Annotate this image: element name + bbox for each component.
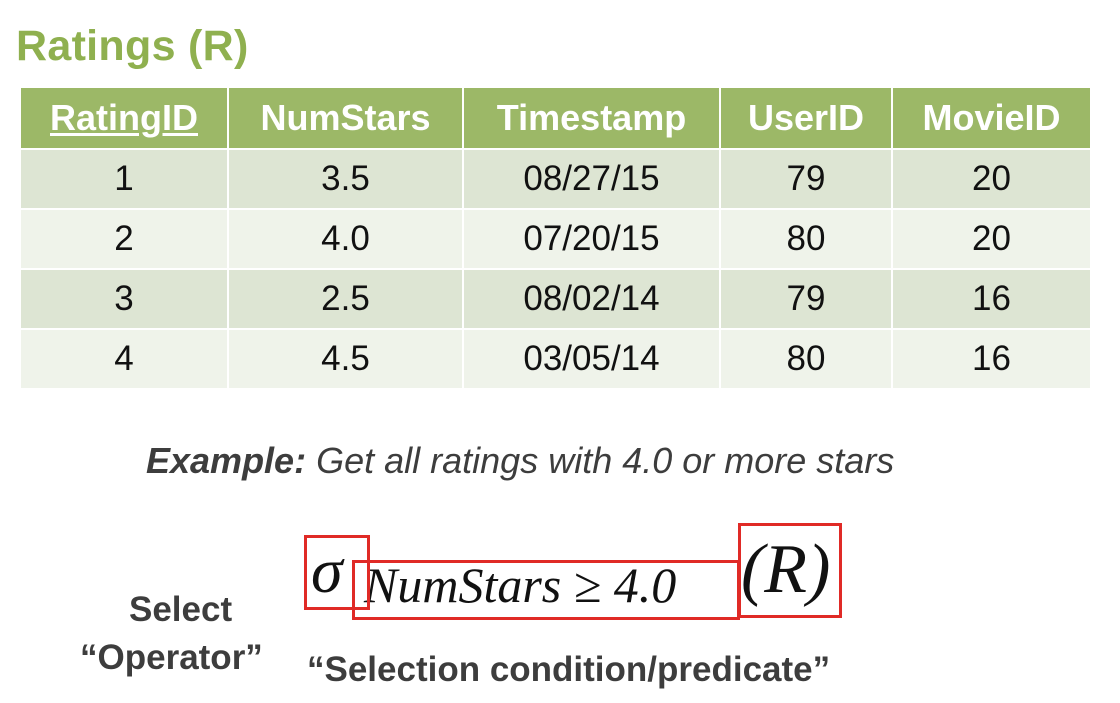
- relation-operand: (R): [741, 531, 831, 608]
- select-operator-symbol: σ: [311, 535, 343, 606]
- column-header-timestamp: Timestamp: [462, 86, 721, 150]
- cell-timestamp: 03/05/14: [462, 328, 721, 390]
- page-title: Ratings (R): [16, 22, 249, 70]
- example-description: Get all ratings with 4.0 or more stars: [316, 440, 895, 481]
- condition-highlight-box: [352, 560, 740, 620]
- ratings-table: RatingID NumStars Timestamp UserID Movie…: [19, 86, 1092, 390]
- select-label: Select: [129, 590, 233, 629]
- cell-userid: 79: [719, 268, 893, 330]
- cell-userid: 80: [719, 328, 893, 390]
- cell-movieid: 16: [891, 328, 1092, 390]
- cell-ratingid: 3: [19, 268, 229, 330]
- table-row: 4 4.5 03/05/14 80 16: [19, 328, 1092, 390]
- table-row: 1 3.5 08/27/15 79 20: [19, 148, 1092, 210]
- column-header-userid: UserID: [719, 86, 893, 150]
- cell-numstars: 2.5: [227, 268, 464, 330]
- operator-label: “Operator”: [80, 638, 263, 677]
- cell-userid: 79: [719, 148, 893, 210]
- cell-movieid: 16: [891, 268, 1092, 330]
- cell-numstars: 4.5: [227, 328, 464, 390]
- cell-movieid: 20: [891, 208, 1092, 270]
- table-header-row: RatingID NumStars Timestamp UserID Movie…: [19, 86, 1092, 150]
- cell-timestamp: 07/20/15: [462, 208, 721, 270]
- column-header-numstars: NumStars: [227, 86, 464, 150]
- operator-highlight-box: [304, 535, 370, 610]
- cell-ratingid: 2: [19, 208, 229, 270]
- example-lead: Example:: [146, 440, 307, 481]
- cell-ratingid: 1: [19, 148, 229, 210]
- cell-userid: 80: [719, 208, 893, 270]
- cell-ratingid: 4: [19, 328, 229, 390]
- cell-timestamp: 08/27/15: [462, 148, 721, 210]
- table-row: 3 2.5 08/02/14 79 16: [19, 268, 1092, 330]
- table-row: 2 4.0 07/20/15 80 20: [19, 208, 1092, 270]
- cell-numstars: 3.5: [227, 148, 464, 210]
- example-text: Example: Get all ratings with 4.0 or mor…: [146, 440, 894, 482]
- cell-timestamp: 08/02/14: [462, 268, 721, 330]
- column-header-ratingid: RatingID: [19, 86, 229, 150]
- column-header-movieid: MovieID: [891, 86, 1092, 150]
- selection-condition: NumStars ≥ 4.0: [364, 557, 677, 613]
- condition-label: “Selection condition/predicate”: [307, 650, 831, 689]
- cell-movieid: 20: [891, 148, 1092, 210]
- cell-numstars: 4.0: [227, 208, 464, 270]
- relation-highlight-box: [738, 523, 842, 618]
